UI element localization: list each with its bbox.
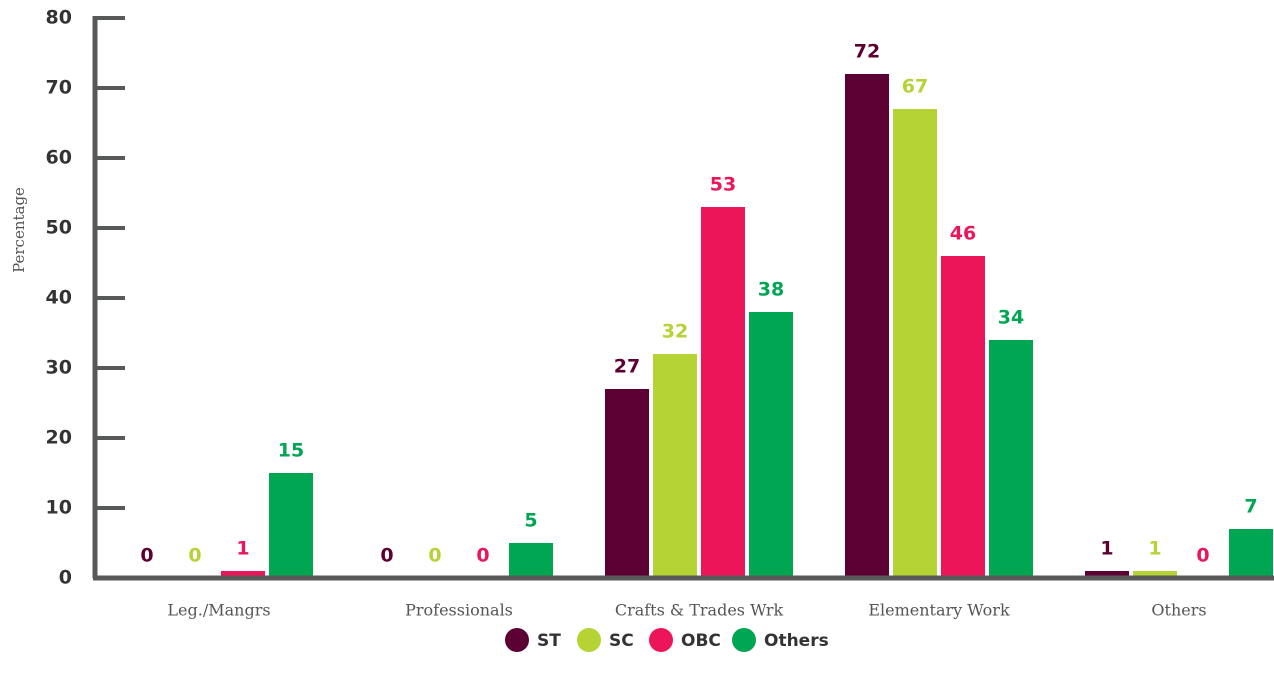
legend-label: OBC [681,631,721,651]
legend-swatch [577,628,601,652]
value-label: 15 [278,440,304,462]
x-tick-label: Others [1151,601,1206,620]
value-label: 0 [428,545,441,567]
value-label: 67 [902,76,928,98]
y-tick-label: 70 [46,77,72,99]
value-label: 0 [380,545,393,567]
value-label: 72 [854,41,880,63]
value-label: 1 [1100,538,1113,560]
y-axis-label: Percentage [10,187,28,273]
value-label: 0 [140,545,153,567]
value-label: 0 [188,545,201,567]
bar [749,312,793,578]
value-label: 7 [1244,496,1257,518]
bar [845,74,889,578]
value-label: 27 [614,356,640,378]
bar [1133,571,1177,578]
legend-swatch [732,628,756,652]
value-label: 1 [1148,538,1161,560]
value-label: 0 [1196,545,1209,567]
bar [653,354,697,578]
legend-swatch [505,628,529,652]
bar [1229,529,1273,578]
bar [605,389,649,578]
y-tick-label: 0 [59,567,72,589]
y-tick-label: 60 [46,147,72,169]
bar [221,571,265,578]
legend-swatch [649,628,673,652]
y-tick-label: 30 [46,357,72,379]
x-tick-label: Professionals [405,601,513,620]
x-tick-label: Elementary Work [868,601,1010,620]
y-tick-label: 40 [46,287,72,309]
y-tick-label: 80 [46,7,72,29]
legend-label: SC [609,631,634,651]
x-tick-label: Crafts & Trades Wrk [615,601,784,620]
x-tick-label: Leg./Mangrs [167,601,270,620]
value-label: 38 [758,279,784,301]
bar [893,109,937,578]
bar [941,256,985,578]
legend-label: Others [764,631,829,651]
value-label: 53 [710,174,736,196]
bar [269,473,313,578]
bar [701,207,745,578]
y-tick-label: 10 [46,497,72,519]
bar [989,340,1033,578]
value-label: 34 [998,307,1024,329]
bar [1085,571,1129,578]
bar [509,543,553,578]
value-label: 5 [524,510,537,532]
value-label: 32 [662,321,688,343]
legend-label: ST [537,631,561,651]
y-tick-label: 20 [46,427,72,449]
value-label: 1 [236,538,249,560]
y-tick-label: 50 [46,217,72,239]
value-label: 46 [950,223,976,245]
value-label: 0 [476,545,489,567]
